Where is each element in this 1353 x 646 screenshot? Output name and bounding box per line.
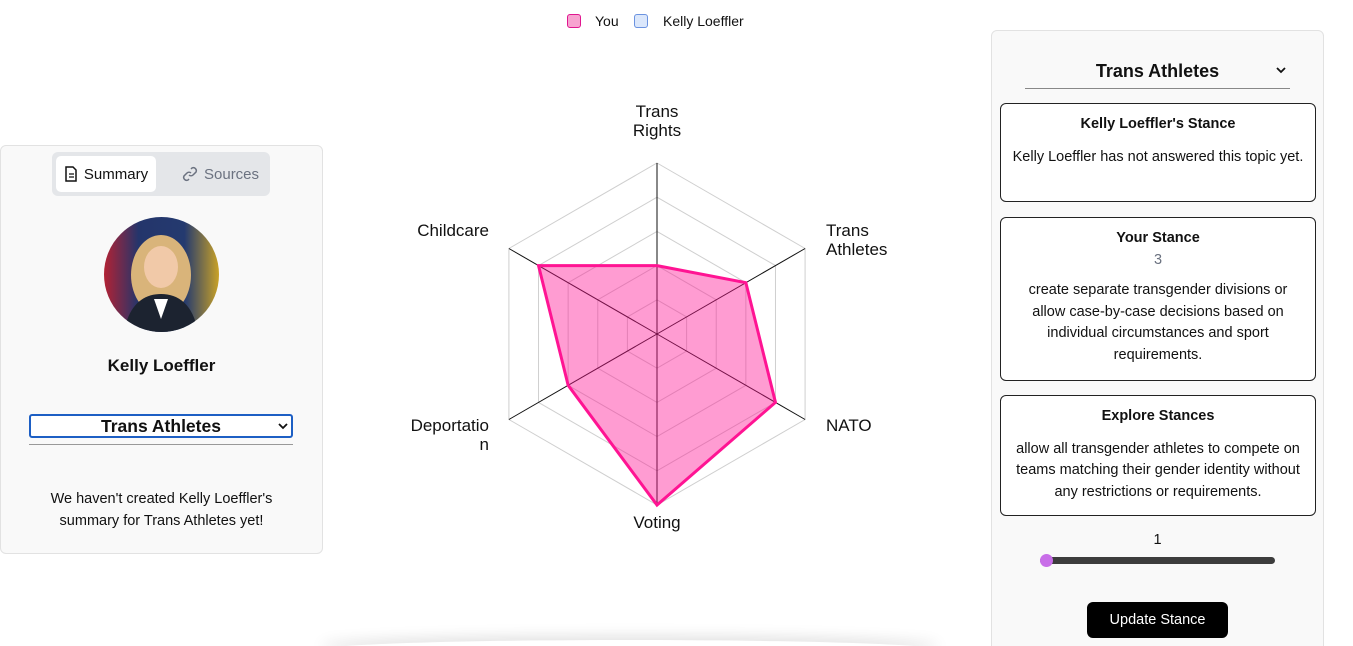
radar-area [536,264,778,508]
update-button[interactable]: Update Stance [1087,602,1228,638]
axis-label: Voting [633,513,681,532]
divider [1025,88,1290,89]
tab-bar: Summary Sources [52,152,270,196]
chevron [278,423,288,430]
axis-spoke [508,248,658,335]
axis-spoke [656,248,806,335]
card-title: Your Stance [1116,230,1200,246]
card-text: allow all transgender athletes to compet… [1016,440,1300,500]
doc-icon [65,166,77,182]
select-value: Trans Athletes [1095,60,1220,81]
radar-chart [508,162,806,508]
stance-card: Your Stance 3 create separate transgende… [1000,217,1316,381]
axis-label: Childcare [417,221,489,240]
summary-tab[interactable]: Summary [56,156,156,192]
tab-label: Sources [204,165,260,183]
stance-card: Kelly Loeffler's Stance Kelly Loeffler h… [1000,103,1316,202]
slider-track[interactable] [1040,557,1275,564]
slider-thumb[interactable] [1040,554,1053,567]
card-title: Kelly Loeffler's Stance [1080,116,1236,132]
slider-value: 1 [1153,532,1162,548]
axis-label: Deportation [410,416,489,454]
card-text: Kelly Loeffler has not answered this top… [1012,148,1304,165]
legend-label: You [595,13,619,29]
profile-photo [104,217,219,332]
axis-label: NATO [826,416,872,435]
stance-value: 3 [1153,251,1163,268]
axis-spoke [656,333,806,420]
axis-label: Trans Athletes [826,221,888,259]
summary-panel [0,145,323,554]
card-text: create separate transgender divisions or… [1028,282,1288,363]
card-title: Explore Stances [1101,408,1215,424]
link-icon [182,166,198,182]
divider [29,444,293,445]
chevron [1276,67,1286,74]
candidate-name: Kelly Loeffler [107,356,216,375]
stance-card: Explore Stances allow all transgender at… [1000,395,1316,516]
select-value: Trans Athletes [101,415,221,436]
summary-text: We haven't created Kelly Loeffler's summ… [50,491,273,529]
button-label: Update Stance [1109,612,1206,628]
topic-select[interactable]: Trans Athletes [29,414,293,438]
legend-label: Kelly Loeffler [663,13,744,29]
topic-select[interactable]: Trans Athletes [1025,58,1290,84]
legend-swatch [567,14,581,28]
tab-label: Summary [83,165,149,183]
axis-spoke [508,333,658,420]
axis-label: Trans Rights [632,102,682,140]
legend-swatch [634,14,648,28]
sources-tab[interactable]: Sources [182,156,259,192]
